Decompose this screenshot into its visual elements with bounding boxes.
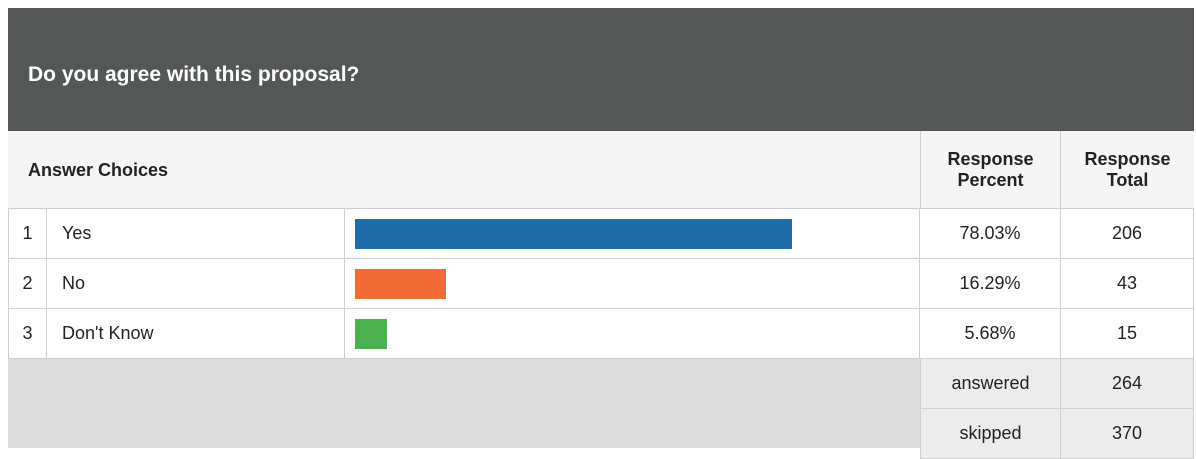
row-total: 43 bbox=[1061, 259, 1194, 309]
header-percent: Response Percent bbox=[920, 131, 1061, 209]
bar-cell bbox=[345, 209, 920, 259]
row-number: 2 bbox=[8, 259, 47, 309]
bar bbox=[355, 269, 447, 299]
row-total: 206 bbox=[1061, 209, 1194, 259]
bar bbox=[355, 319, 387, 349]
row-number: 3 bbox=[8, 309, 47, 359]
row-number: 1 bbox=[8, 209, 47, 259]
row-label: Yes bbox=[47, 209, 345, 259]
bar-cell bbox=[345, 309, 920, 359]
row-percent: 5.68% bbox=[920, 309, 1061, 359]
title: Do you agree with this proposal? bbox=[28, 63, 360, 86]
header-total: Response Total bbox=[1061, 131, 1194, 209]
row-percent: 78.03% bbox=[920, 209, 1061, 259]
bar-cell bbox=[345, 259, 920, 309]
summary-label: skipped bbox=[920, 409, 1061, 459]
row-label: Don't Know bbox=[47, 309, 345, 359]
summary-total: 264 bbox=[1061, 359, 1194, 409]
row-label: No bbox=[47, 259, 345, 309]
bar bbox=[355, 219, 792, 249]
summary-label: answered bbox=[920, 359, 1061, 409]
header-row bbox=[8, 131, 1194, 209]
summary-total: 370 bbox=[1061, 409, 1194, 459]
row-percent: 16.29% bbox=[920, 259, 1061, 309]
title-bar bbox=[8, 8, 1194, 131]
header-choices: Answer Choices bbox=[28, 159, 169, 180]
page: Do you agree with this proposal? Answer … bbox=[8, 8, 1194, 459]
row-total: 15 bbox=[1061, 309, 1194, 359]
summary-area bbox=[8, 359, 920, 448]
